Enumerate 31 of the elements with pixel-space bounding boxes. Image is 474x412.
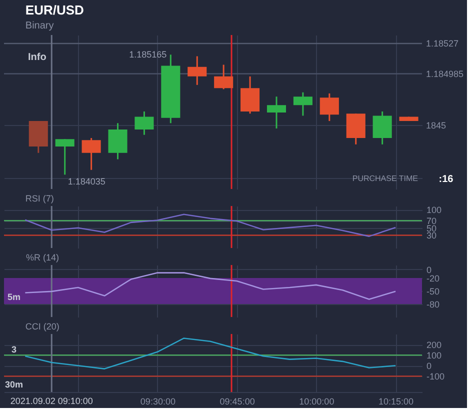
y-tick-label: -50 xyxy=(426,286,440,296)
y-tick-label: 100 xyxy=(426,205,442,216)
y-tick-label: -100 xyxy=(426,372,445,382)
ref-line-label: 1.184985 xyxy=(426,68,464,79)
ref-line-label: 2021.09.02 09:10:00 xyxy=(10,396,93,406)
chart-title: EUR/USD xyxy=(25,2,84,18)
y-tick-label: -80 xyxy=(426,300,440,310)
annotation: 3 xyxy=(11,344,17,355)
y-tick-label: 0 xyxy=(426,264,432,275)
annotation: 1.184035 xyxy=(68,176,106,187)
ref-line-label: 1.18527 xyxy=(426,38,459,48)
annotation: 30m xyxy=(4,379,24,390)
x-tick-label: 10:00:00 xyxy=(299,396,334,406)
chart-title: CCI (20) xyxy=(25,321,60,332)
chart-title: %R (14) xyxy=(26,252,60,262)
x-tick-label: 10:15:00 xyxy=(378,396,414,406)
chart-title: RSI (7) xyxy=(25,193,54,204)
y-tick-label: 100 xyxy=(426,350,442,361)
y-tick-label: 200 xyxy=(426,340,442,350)
annotation: Info xyxy=(28,52,46,63)
y-tick-label: 30 xyxy=(426,230,437,241)
annotation: 5m xyxy=(7,292,21,302)
y-tick-label: -20 xyxy=(426,274,440,284)
text: :16 xyxy=(438,174,454,185)
text: 1845 xyxy=(426,120,446,130)
y-tick-label: 0 xyxy=(426,361,432,372)
x-tick-label: 09:45:00 xyxy=(220,396,255,406)
chart-subtitle: Binary xyxy=(25,20,54,32)
x-tick-label: 09:30:00 xyxy=(140,396,176,406)
annotation: PURCHASE TIME xyxy=(352,174,418,183)
annotation: 1.185165 xyxy=(129,50,167,60)
